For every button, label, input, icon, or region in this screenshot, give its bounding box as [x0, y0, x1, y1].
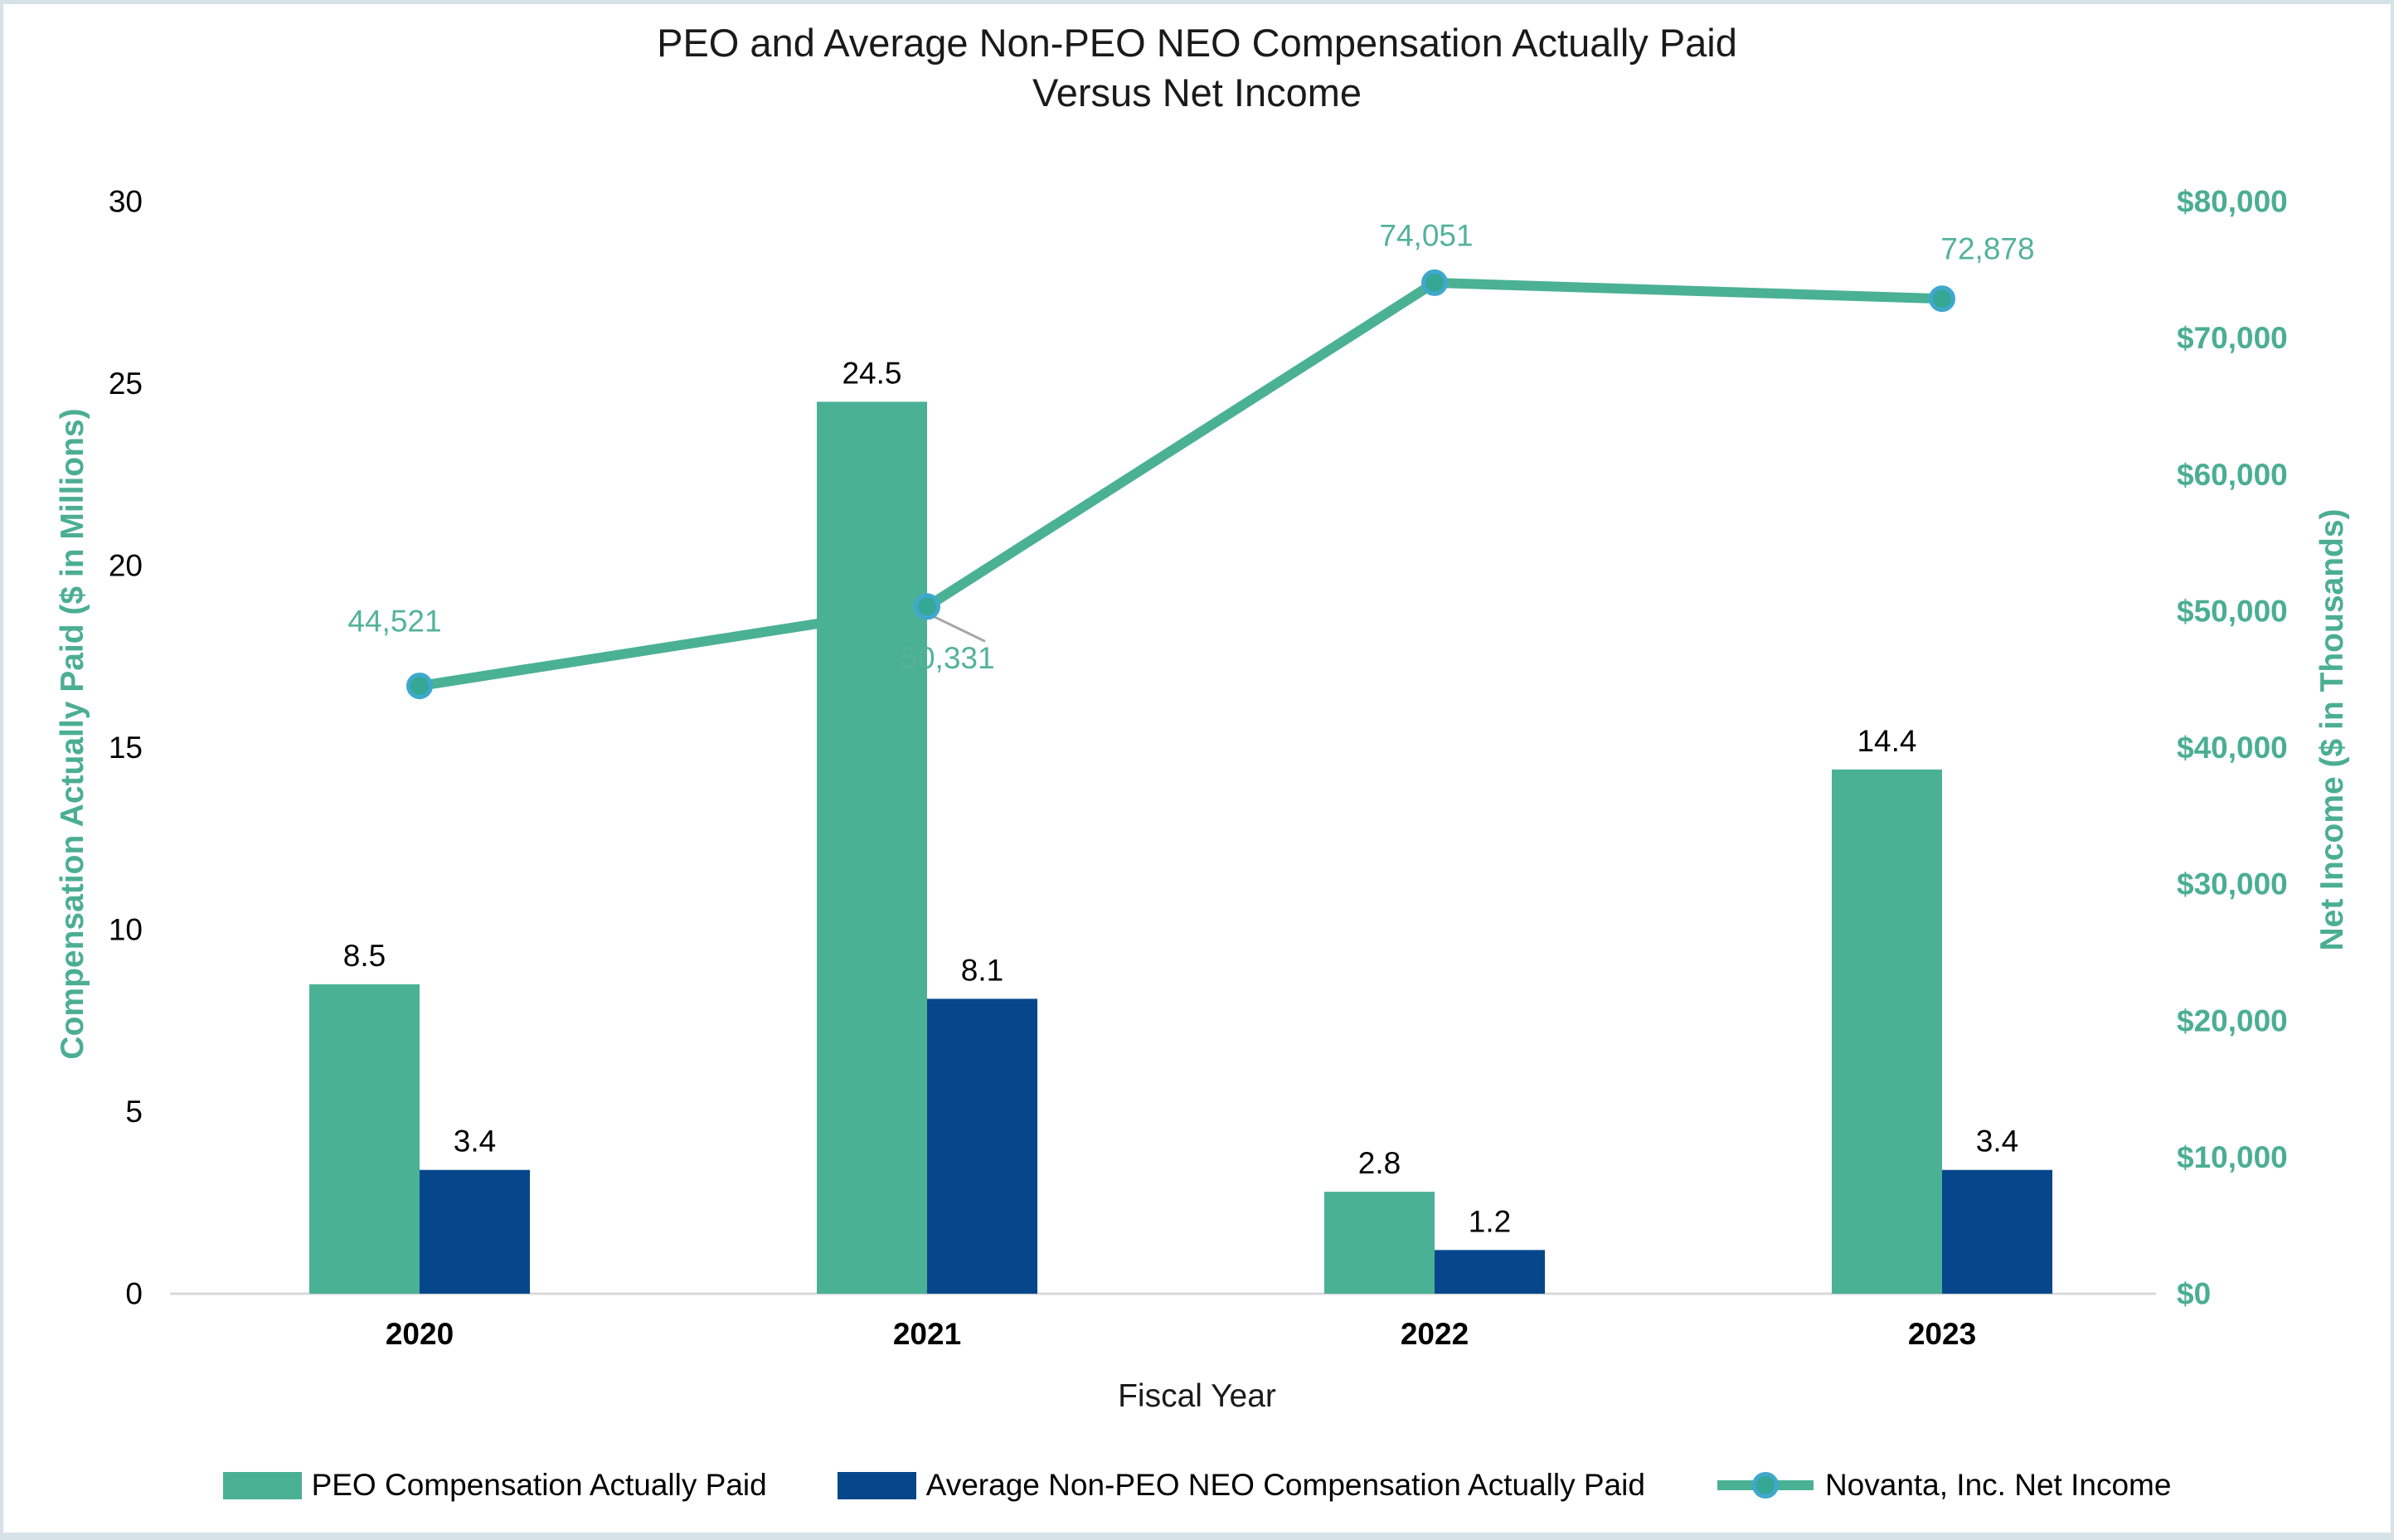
left-axis-tick-label: 5	[125, 1095, 143, 1129]
bar-value-label: 8.5	[343, 939, 386, 973]
right-axis-title: Net Income ($ in Thousands)	[2314, 508, 2350, 951]
line-marker	[1929, 285, 1955, 313]
left-axis-title: Compensation Actually Paid ($ in Million…	[55, 408, 90, 1060]
right-axis-tick-label: $0	[2177, 1277, 2211, 1311]
left-axis-tick-label: 25	[109, 367, 143, 401]
line-marker	[914, 593, 940, 620]
left-axis-tick-label: 20	[109, 549, 143, 583]
right-axis-tick-label: $30,000	[2177, 867, 2288, 901]
bar-peo-2021	[817, 401, 927, 1295]
left-axis-tick-label: 0	[125, 1277, 143, 1311]
legend-label-peo: PEO Compensation Actually Paid	[311, 1468, 767, 1502]
right-axis-tick-label: $70,000	[2177, 321, 2288, 355]
net-income-line	[415, 277, 1947, 692]
category-label: 2021	[893, 1317, 961, 1351]
bar-value-label: 14.4	[1857, 724, 1916, 758]
left-axis-tick-label: 15	[109, 731, 143, 765]
peo-bar-swatch	[222, 1471, 302, 1499]
x-axis-title: Fiscal Year	[1118, 1378, 1276, 1414]
bar-value-label: 2.8	[1358, 1146, 1401, 1180]
chart-title-line-2: Versus Net Income	[1032, 70, 1362, 114]
neo-bar-swatch	[837, 1471, 916, 1499]
legend-label-neo: Average Non-PEO NEO Compensation Actuall…	[925, 1468, 1645, 1502]
legend-item-peo: PEO Compensation Actually Paid	[222, 1468, 767, 1503]
bar-peo-2023	[1832, 769, 1942, 1294]
line-marker	[406, 673, 433, 700]
bar-value-label: 3.4	[1976, 1125, 2018, 1159]
bar-value-label: 24.5	[842, 356, 901, 390]
legend-item-neo: Average Non-PEO NEO Compensation Actuall…	[837, 1468, 1645, 1503]
right-axis-tick-label: $80,000	[2177, 185, 2288, 219]
bar-value-label: 3.4	[454, 1125, 496, 1159]
chart-title: PEO and Average Non-PEO NEO Compensation…	[0, 18, 2394, 118]
line-marker	[1421, 269, 1448, 296]
bar-neo-2021	[927, 998, 1037, 1294]
legend-label-net-income: Novanta, Inc. Net Income	[1824, 1468, 2172, 1502]
legend: PEO Compensation Actually Paid Average N…	[0, 1468, 2394, 1503]
left-axis-tick-label: 30	[109, 185, 143, 219]
right-axis-tick-label: $40,000	[2177, 731, 2288, 765]
line-value-label: 74,051	[1379, 218, 1473, 252]
right-axis-tick-label: $50,000	[2177, 594, 2288, 628]
bar-value-label: 1.2	[1469, 1204, 1511, 1238]
data-label-leader-line	[933, 615, 986, 643]
bar-neo-2020	[420, 1169, 530, 1294]
right-axis-tick-label: $20,000	[2177, 1003, 2288, 1037]
line-marker-swatch	[1717, 1472, 1814, 1499]
bar-peo-2020	[309, 984, 420, 1294]
chart-title-line-1: PEO and Average Non-PEO NEO Compensation…	[657, 21, 1737, 65]
line-value-label: 50,331	[901, 641, 994, 675]
right-axis-tick-label: $60,000	[2177, 458, 2288, 492]
category-label: 2023	[1908, 1317, 1976, 1351]
bar-peo-2022	[1324, 1192, 1435, 1294]
line-value-label: 44,521	[347, 605, 441, 639]
legend-item-net-income: Novanta, Inc. Net Income	[1716, 1468, 2171, 1503]
right-axis-tick-label: $10,000	[2177, 1140, 2288, 1174]
bar-value-label: 8.1	[961, 953, 1003, 987]
bar-neo-2022	[1435, 1250, 1545, 1294]
bar-neo-2023	[1942, 1169, 2052, 1294]
category-label: 2020	[386, 1317, 454, 1351]
category-label: 2022	[1401, 1317, 1469, 1351]
left-axis-tick-label: 10	[109, 913, 143, 947]
line-value-label: 72,878	[1940, 232, 2034, 266]
